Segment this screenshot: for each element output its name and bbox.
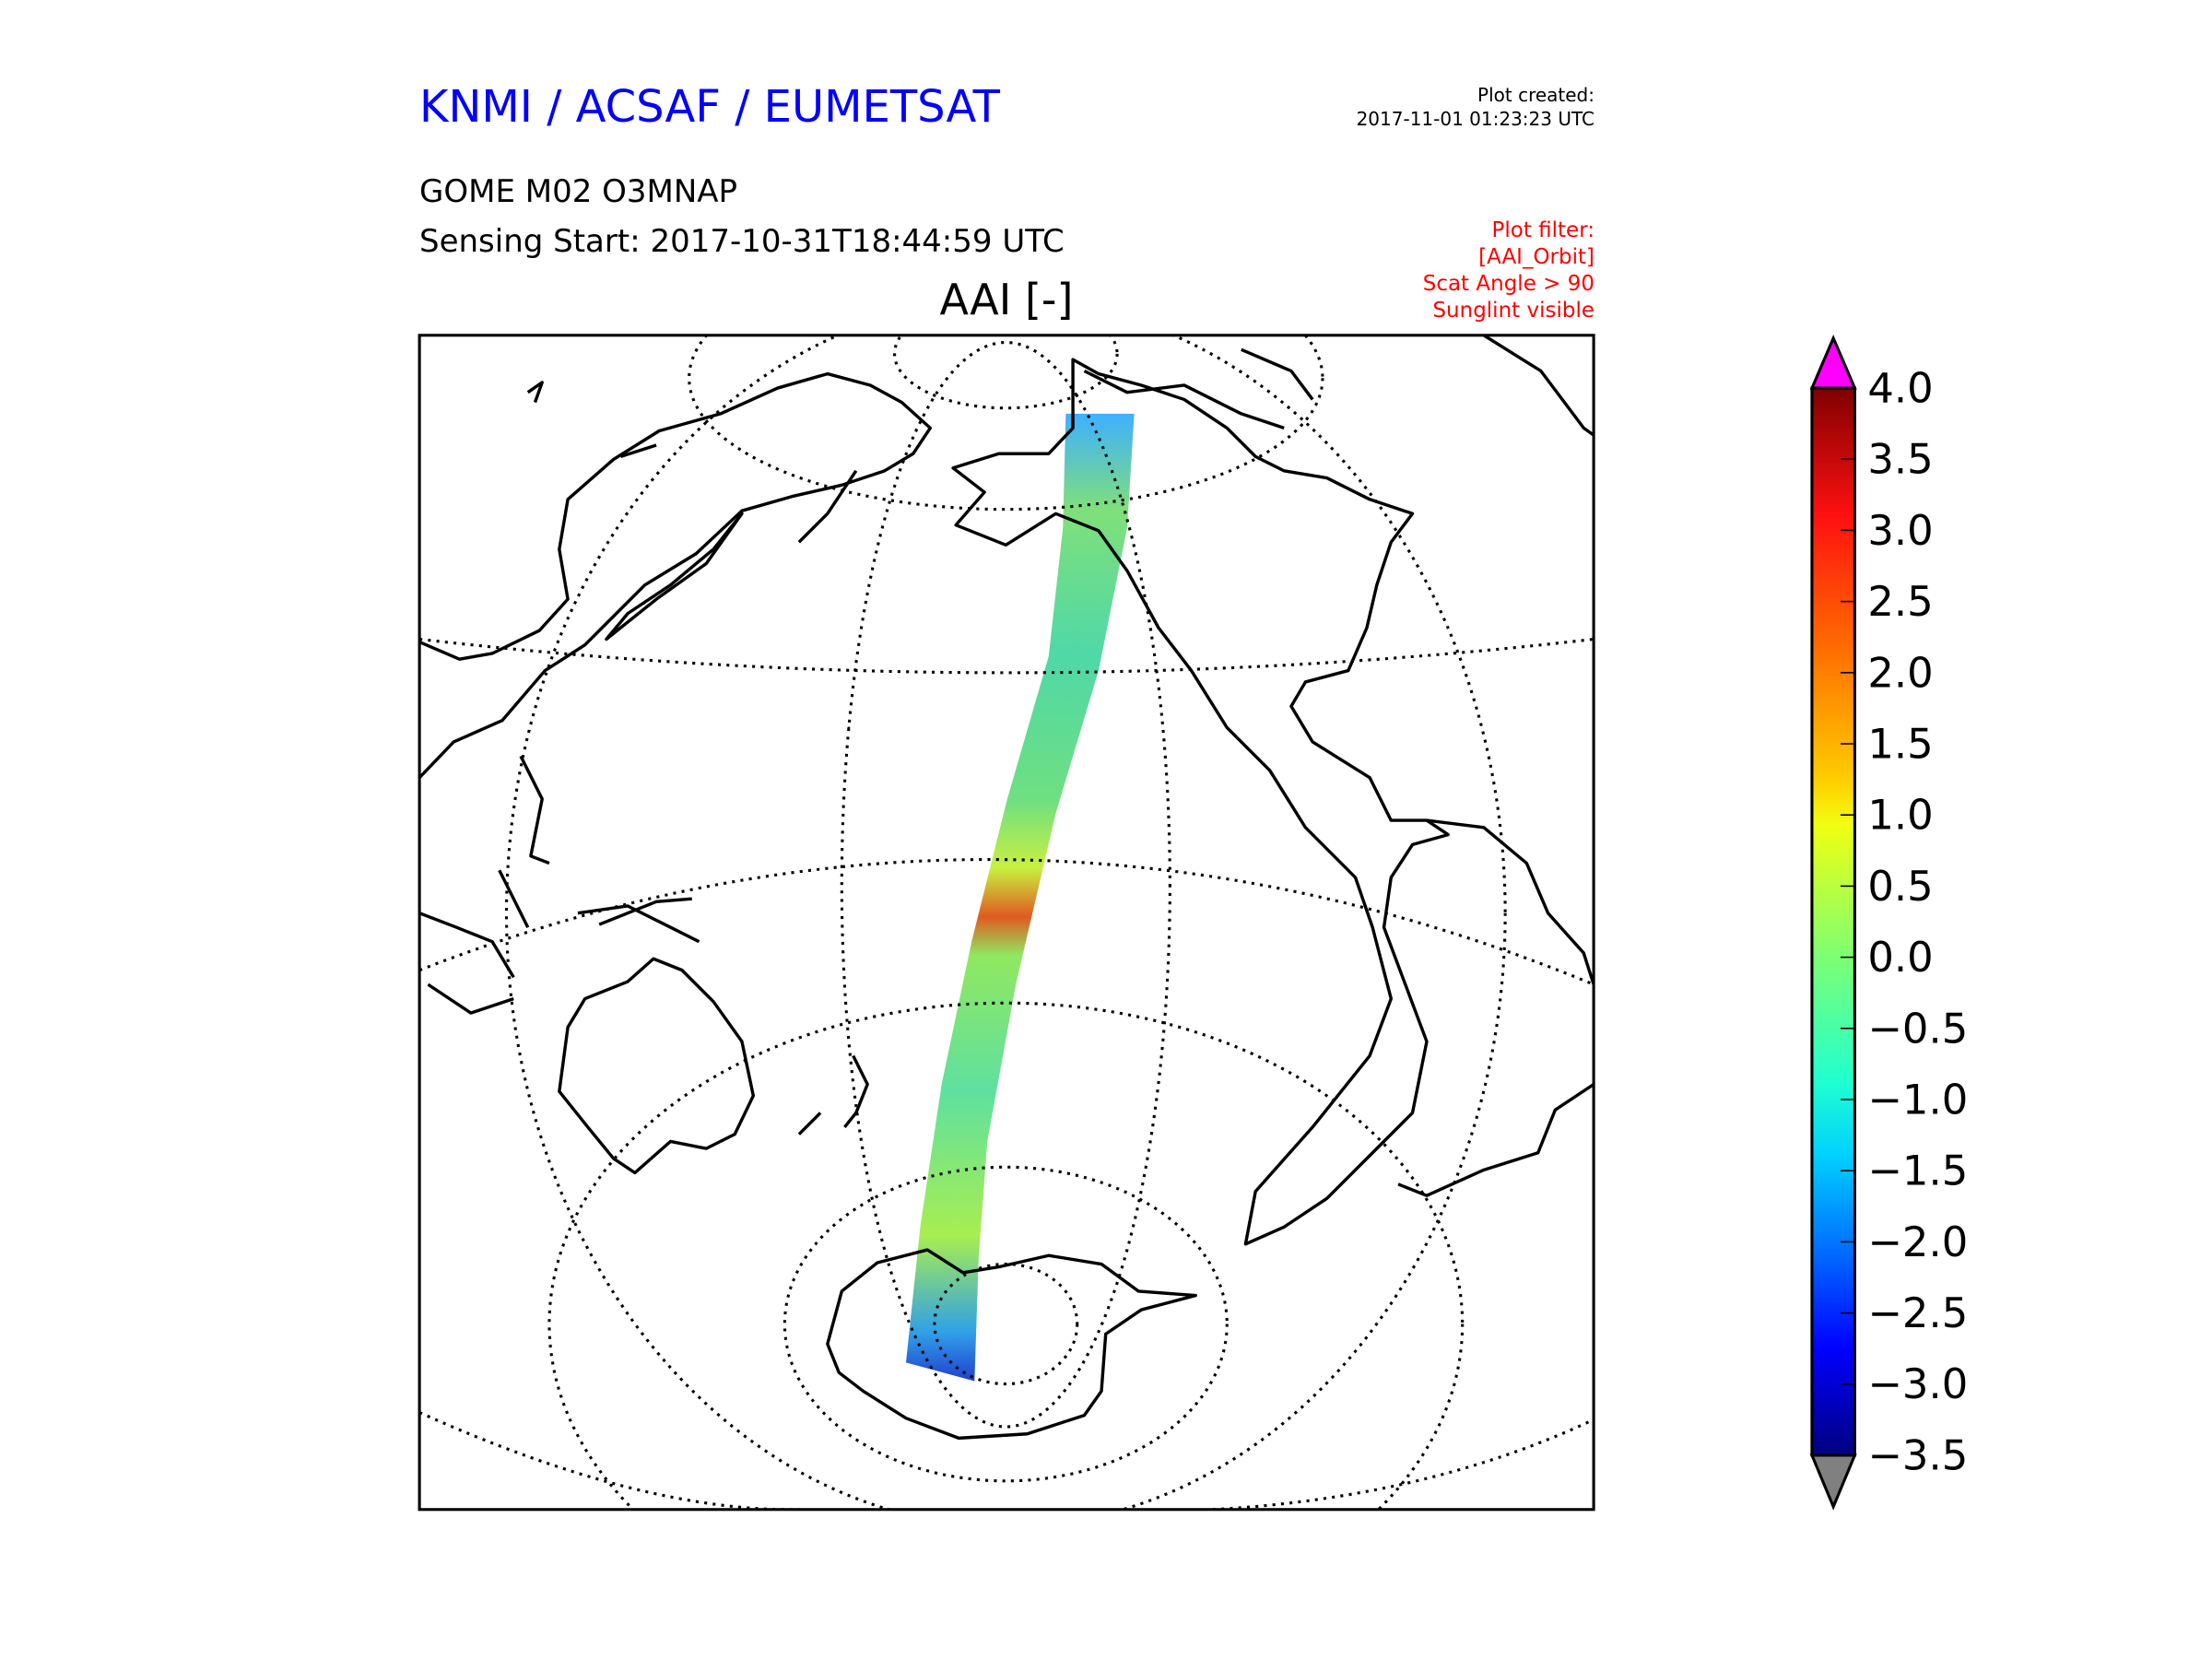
colorbar-tick-label: 0.0 — [1867, 933, 1933, 982]
plot-filter: Plot filter: [AAI_Orbit] Scat Angle > 90… — [1423, 218, 1594, 324]
colorbar-tick-label: 0.5 — [1867, 862, 1933, 911]
colorbar-tick-label: −1.0 — [1867, 1075, 1968, 1124]
plot-created-label: Plot created: — [1477, 84, 1594, 106]
colorbar-tick-label: −3.5 — [1867, 1430, 1968, 1479]
colorbar-tick-label: 3.5 — [1867, 435, 1933, 484]
coastline-japan — [605, 512, 744, 641]
coastline-arctic-islands — [526, 347, 1314, 458]
plot-filter-label: Plot filter: — [1491, 218, 1594, 242]
colorbar-tick-label: −3.0 — [1867, 1359, 1968, 1408]
graticule — [419, 335, 1594, 1510]
plot-filter-line: [AAI_Orbit] — [1478, 245, 1594, 269]
coastline-south-america-east — [1397, 818, 1594, 1197]
coastline-kamchatka — [797, 469, 858, 544]
product-name: GOME M02 O3MNAP — [419, 173, 738, 210]
coastline-new-zealand — [797, 1054, 869, 1135]
colorbar-tick-label: 2.0 — [1867, 648, 1933, 697]
coastline-indonesia — [419, 897, 700, 1015]
coastline-north-america — [951, 358, 1450, 1246]
plot-filter-line: Scat Angle > 90 — [1422, 272, 1594, 296]
plot-title: AAI [-] — [939, 275, 1074, 324]
colorbar-tick-label: −1.5 — [1867, 1147, 1968, 1195]
colorbar-tick-label: 4.0 — [1867, 364, 1933, 413]
plot-created: Plot created: 2017-11-01 01:23:23 UTC — [1357, 83, 1594, 131]
colorbar-gradient — [1810, 386, 1856, 1457]
colorbar-under-triangle — [1809, 1453, 1857, 1511]
colorbar-tick-label: −2.0 — [1867, 1218, 1968, 1266]
sensing-start: Sensing Start: 2017-10-31T18:44:59 UTC — [419, 223, 1065, 260]
coastlines — [419, 335, 1594, 1441]
colorbar-tick-label: 1.5 — [1867, 720, 1933, 769]
aai-swath — [905, 413, 1135, 1382]
coastline-greenland — [1483, 335, 1594, 437]
colorbar-tick-label: −0.5 — [1867, 1004, 1968, 1053]
map-frame — [418, 334, 1595, 1512]
coastline-philippines — [498, 755, 550, 928]
colorbar-tick-label: 2.5 — [1867, 577, 1933, 626]
plot-filter-line: Sunglint visible — [1432, 299, 1594, 323]
colorbar: 4.0 3.5 3.0 2.5 2.0 1.5 1.0 0.5 0.0 −0.5 −1.0 −1.5 −… — [1809, 334, 1968, 1511]
coastline-antarctica — [826, 1248, 1197, 1441]
colorbar-tick-label: 3.0 — [1867, 506, 1933, 555]
plot-created-value: 2017-11-01 01:23:23 UTC — [1356, 108, 1594, 130]
colorbar-over-triangle — [1809, 334, 1857, 390]
colorbar-tick-label: −2.5 — [1867, 1288, 1968, 1337]
colorbar-tick-label: 1.0 — [1867, 791, 1933, 840]
map-area — [419, 335, 1594, 1510]
coastline-australia — [558, 957, 756, 1175]
coastline-asia — [419, 371, 932, 779]
organization-title: KNMI / ACSAF / EUMETSAT — [419, 81, 1000, 133]
